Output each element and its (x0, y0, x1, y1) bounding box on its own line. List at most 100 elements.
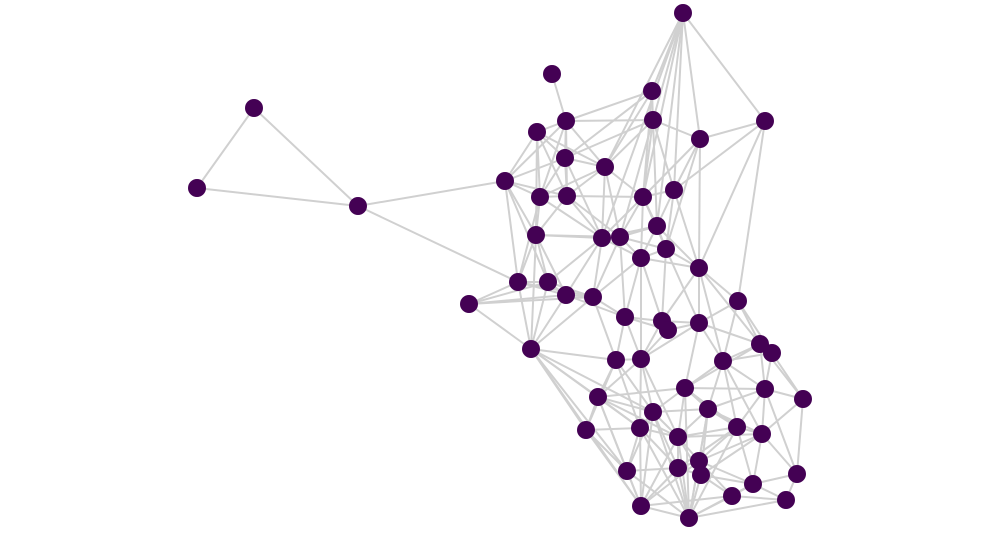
graph-node (728, 418, 746, 436)
graph-edge (665, 248, 700, 324)
graph-edge (504, 180, 537, 236)
graph-edge (698, 138, 701, 269)
graph-edge (698, 267, 724, 362)
graph-edge (585, 427, 641, 431)
graph-edge (504, 180, 568, 197)
graph-edge (604, 90, 653, 168)
graph-edge (357, 180, 506, 207)
graph-node (616, 308, 634, 326)
graph-edge (468, 303, 532, 350)
graph-node (509, 273, 527, 291)
graph-edge (642, 138, 701, 198)
graph-edge (698, 433, 763, 462)
graph-edge (530, 294, 567, 350)
graph-node (577, 421, 595, 439)
graph-edge (597, 387, 686, 398)
graph-edge (707, 388, 766, 410)
graph-node (691, 130, 709, 148)
graph-edge (517, 281, 594, 298)
graph-edge (652, 119, 675, 191)
graph-edge (530, 234, 537, 350)
graph-edge (592, 257, 642, 298)
graph-node (690, 259, 708, 277)
graph-edge (698, 120, 766, 269)
graph-edge (619, 236, 626, 318)
graph-edge (677, 433, 763, 438)
graph-edge (530, 281, 549, 350)
graph-node (714, 352, 732, 370)
graph-edge (652, 408, 709, 413)
graph-edge (517, 281, 532, 350)
graph-node (611, 228, 629, 246)
graph-node (669, 428, 687, 446)
graph-node (188, 179, 206, 197)
graph-edge (536, 131, 606, 168)
graph-node (648, 217, 666, 235)
graph-edge (565, 120, 606, 168)
graph-node (589, 388, 607, 406)
graph-node (644, 111, 662, 129)
graph-edge (504, 180, 519, 283)
graph-edge (601, 196, 644, 239)
graph-node (558, 187, 576, 205)
graph-edge (684, 322, 700, 389)
graph-node (669, 459, 687, 477)
graph-edge (677, 436, 690, 519)
graph-node (763, 344, 781, 362)
graph-edge (796, 398, 804, 475)
graph-node (584, 288, 602, 306)
graph-edge (642, 119, 654, 198)
graph-node (632, 497, 650, 515)
graph-node (349, 197, 367, 215)
graph-edge (530, 348, 628, 472)
graph-edge (652, 119, 658, 227)
graph-node (557, 286, 575, 304)
graph-node (643, 82, 661, 100)
graph-edge (597, 396, 642, 507)
graph-node (543, 65, 561, 83)
graph-node (618, 462, 636, 480)
graph-edge (677, 426, 738, 469)
graph-edge (656, 12, 684, 227)
graph-edge (771, 352, 804, 400)
graph-node (527, 226, 545, 244)
graph-edge (640, 436, 679, 507)
graph-edge (682, 12, 701, 140)
graph-edge (539, 120, 567, 198)
graph-node (657, 240, 675, 258)
graph-edge (640, 257, 700, 269)
graph-node (665, 181, 683, 199)
graph-edge (564, 90, 653, 159)
graph-edge (661, 267, 700, 322)
graph-edge (535, 131, 538, 236)
graph-edge (619, 119, 654, 238)
graph-edge (688, 426, 738, 519)
graph-node (607, 351, 625, 369)
graph-node (531, 188, 549, 206)
graph-edge (639, 427, 642, 507)
graph-node (659, 321, 677, 339)
graph-edge (566, 195, 603, 239)
graph-node (539, 273, 557, 291)
graph-node (496, 172, 514, 190)
graph-edge (530, 348, 654, 413)
graph-edges-layer (196, 12, 804, 519)
graph-edge (677, 426, 738, 438)
graph-edge (565, 90, 653, 122)
graph-edge (566, 195, 644, 198)
graph-node (680, 509, 698, 527)
graph-edge (642, 12, 684, 198)
graph-edge (640, 358, 654, 413)
graph-edge (665, 189, 675, 250)
graph-edge (564, 119, 654, 159)
graph-edge (592, 236, 621, 298)
graph-node (596, 158, 614, 176)
graph-node (632, 350, 650, 368)
graph-node (245, 99, 263, 117)
graph-edge (615, 359, 654, 413)
graph-edge (737, 120, 766, 302)
graph-node (676, 379, 694, 397)
graph-node (674, 4, 692, 22)
graph-edge (504, 180, 549, 283)
